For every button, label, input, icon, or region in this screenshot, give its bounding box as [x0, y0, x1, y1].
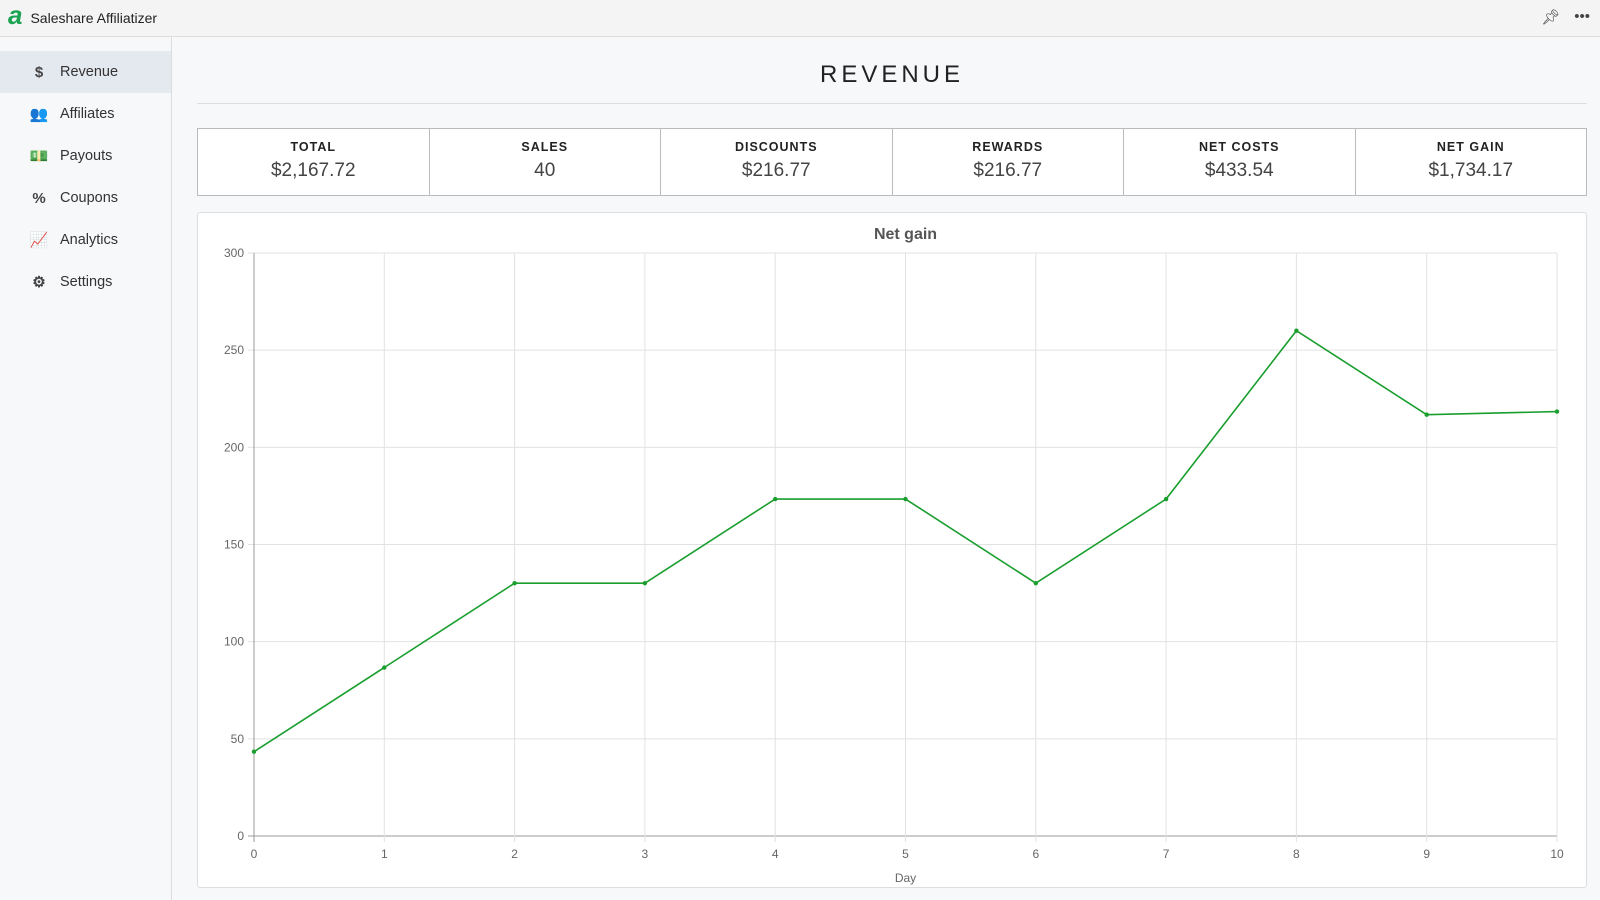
- stat-rewards: REWARDS $216.77: [893, 129, 1124, 195]
- stat-label: SALES: [521, 140, 569, 154]
- sidebar-item-affiliates[interactable]: 👥 Affiliates: [0, 93, 171, 135]
- sidebar-item-payouts[interactable]: 💵 Payouts: [0, 135, 171, 177]
- data-point: [1554, 409, 1560, 414]
- y-tick-label: 0: [237, 829, 244, 843]
- stat-value: $216.77: [741, 160, 811, 181]
- stat-label: DISCOUNTS: [734, 140, 818, 154]
- x-tick-label: 4: [772, 847, 779, 861]
- sidebar-item-label: Coupons: [60, 190, 119, 206]
- x-tick-label: 10: [1550, 847, 1564, 861]
- stat-value: $2,167.72: [270, 160, 356, 181]
- more-options-icon[interactable]: •••: [1574, 8, 1590, 25]
- x-tick-label: 6: [1032, 847, 1039, 861]
- stats-bar: TOTAL $2,167.72 SALES 40 DISCOUNTS $216.77 …: [197, 128, 1587, 196]
- stat-value: $216.77: [973, 160, 1043, 181]
- percent-icon: %: [32, 189, 46, 207]
- gear-icon: ⚙: [32, 274, 46, 291]
- app-title: Saleshare Affiliatizer: [30, 10, 158, 26]
- sidebar-item-coupons[interactable]: % Coupons: [0, 177, 171, 219]
- net-gain-chart: Net gain 0 50 100 150 200 250 300 0 1 2 3 4 5 6 7 8 9 10 Da…: [197, 212, 1587, 888]
- x-tick-label: 3: [642, 847, 649, 861]
- data-point: [773, 496, 778, 502]
- stat-label: REWARDS: [972, 140, 1044, 154]
- x-tick-label: 8: [1293, 847, 1300, 861]
- stat-sales: SALES 40: [430, 129, 661, 195]
- y-tick-label: 250: [224, 343, 244, 357]
- sidebar-item-label: Revenue: [60, 64, 119, 80]
- data-point: [1033, 580, 1038, 586]
- page-title: REVENUE: [197, 37, 1587, 104]
- sidebar-item-analytics[interactable]: 📈 Analytics: [0, 219, 171, 261]
- x-axis-label: Day: [895, 871, 916, 885]
- users-icon: 👥: [29, 106, 49, 123]
- stat-net-costs: NET COSTS $433.54: [1124, 129, 1356, 195]
- stat-value: $1,734.17: [1428, 160, 1514, 181]
- title-bar: a Saleshare Affiliatizer 📌︎ •••: [0, 0, 1600, 37]
- stat-label: TOTAL: [290, 140, 336, 154]
- sidebar-item-label: Analytics: [60, 232, 119, 248]
- data-point: [251, 749, 257, 754]
- dollar-icon: $: [34, 63, 44, 81]
- x-tick-label: 2: [511, 847, 518, 861]
- x-tick-label: 7: [1163, 847, 1170, 861]
- stat-label: NET GAIN: [1436, 140, 1505, 154]
- sidebar-item-settings[interactable]: ⚙ Settings: [0, 261, 171, 303]
- x-tick-label: 1: [381, 847, 388, 861]
- line-chart: Net gain 0 50 100 150 200 250 300 0 1 2 3 4 5 6 7 8 9 10 Da…: [224, 226, 1564, 885]
- pin-icon[interactable]: 📌︎: [1541, 9, 1561, 26]
- data-point: [382, 665, 387, 670]
- y-tick-label: 100: [224, 635, 244, 649]
- data-point: [642, 580, 648, 586]
- sidebar-item-label: Affiliates: [60, 106, 115, 122]
- data-point: [1163, 496, 1169, 502]
- stat-total: TOTAL $2,167.72: [198, 129, 430, 195]
- data-point: [1294, 328, 1299, 333]
- y-tick-label: 150: [224, 538, 244, 552]
- chart-line-icon: 📈: [29, 232, 49, 249]
- app-logo: a: [8, 0, 23, 30]
- x-tick-label: 0: [251, 847, 258, 861]
- y-tick-label: 50: [231, 732, 245, 746]
- x-tick-label: 5: [902, 847, 909, 861]
- money-bill-icon: 💵: [29, 148, 49, 165]
- chart-title: Net gain: [874, 226, 937, 243]
- main-content: REVENUE TOTAL $2,167.72 SALES 40 DISCOUNTS…: [197, 37, 1587, 888]
- sidebar-item-label: Payouts: [60, 148, 113, 164]
- data-point: [512, 580, 517, 586]
- y-tick-label: 300: [224, 246, 244, 260]
- sidebar: $ Revenue 👥 Affiliates 💵 Payouts % Coupons 📈…: [0, 37, 172, 900]
- stat-net-gain: NET GAIN $1,734.17: [1356, 129, 1587, 195]
- stat-label: NET COSTS: [1198, 140, 1280, 154]
- data-point: [903, 496, 908, 502]
- data-point: [1424, 412, 1429, 417]
- stat-value: $433.54: [1204, 160, 1274, 181]
- stat-value: 40: [534, 160, 556, 181]
- sidebar-item-label: Settings: [60, 274, 113, 290]
- x-tick-label: 9: [1423, 847, 1430, 861]
- stat-discounts: DISCOUNTS $216.77: [661, 129, 893, 195]
- sidebar-item-revenue[interactable]: $ Revenue: [0, 51, 171, 93]
- y-tick-label: 200: [224, 440, 244, 454]
